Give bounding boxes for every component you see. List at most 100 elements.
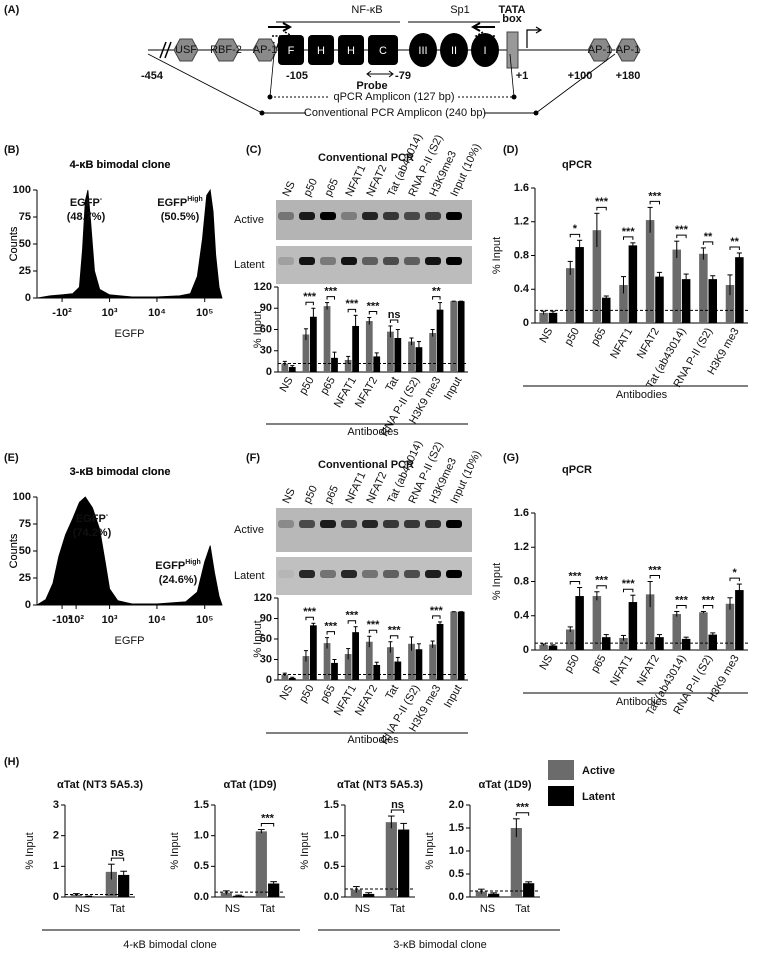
factor-label: RBF-2 [210,44,242,56]
sp1-site [409,33,437,67]
bar [592,230,602,323]
gel-band [446,520,462,528]
significance-bracket [389,635,399,639]
y-tick-label: 0.0 [324,891,339,903]
amplicon-guide [147,53,616,114]
gel-band [278,520,294,528]
bar [655,276,664,323]
kb-site-label: H [347,45,355,57]
group-label: 4-κB bimodal clone [123,939,217,951]
annotation: EGFPHigh [155,559,201,572]
significance-bracket [260,823,275,827]
gel-lane-label: p50 [301,484,320,506]
factor-label: USF [175,44,197,56]
significance-bracket [596,585,607,589]
bar [323,306,331,372]
gel-band [362,520,378,528]
bar [575,247,584,323]
y-tick-label: 0.5 [194,860,209,872]
gel-band [341,257,357,265]
tata-label: TATA [499,4,526,16]
gel-row-label: Latent [234,259,265,271]
y-tick-label: 100 [13,491,31,503]
significance-bracket [110,857,125,862]
significance-label: *** [516,802,530,814]
y-tick-label: 0 [25,292,31,304]
x-tick-label: Tat [110,903,125,915]
y-axis-label: % Input [252,311,264,348]
bar [373,664,381,680]
bar [510,828,522,897]
gel-band [446,570,462,578]
probe-arrow [366,70,394,78]
gel-lane-label: p50 [301,177,320,199]
bar [457,301,465,372]
x-tick-label: NS [480,903,495,915]
gel-title: Conventional PCR [318,152,414,164]
significance-bracket [676,604,687,609]
gel-band [320,520,336,528]
significance-label: *** [702,594,716,606]
annotation: EGFPHigh [157,196,203,209]
bar [331,357,338,372]
y-tick-label: 0.5 [324,860,339,872]
x-tick-label: 10² [68,614,84,626]
h-groups: 4-κB bimodal clone 3-κB bimodal clone [42,929,560,951]
bar [281,674,289,680]
y-axis-label: % Input [424,832,436,869]
y-axis-label: Counts [8,226,20,261]
annotation-text: EGFP [76,513,106,525]
y-tick-label: 1.5 [194,799,209,811]
histogram-area [35,496,223,606]
primer-arrow [268,22,293,32]
significance-label: *** [622,578,636,590]
y-tick-label: 0 [53,891,59,903]
histogram-area [36,188,223,299]
bar [365,641,373,680]
significance-label: *** [595,196,609,208]
bar [387,647,394,680]
significance-label: *** [595,575,609,587]
bar [415,347,423,372]
gel-band [278,257,294,265]
chart-title: 3-κB bimodal clone [70,466,171,478]
bar [645,220,655,323]
conventional-label: Conventional PCR Amplicon (240 bp) [304,107,486,119]
y-tick-label: 1.0 [324,830,339,842]
x-tick-label: NS [278,375,296,394]
chart-title: αTat (1D9) [223,779,276,791]
y-tick-label: 120 [254,281,272,293]
gel-lane-label: Input (10%) [448,449,483,506]
chart-title: qPCR [562,464,592,476]
significance-bracket [305,301,314,306]
position-label: -105 [286,70,308,82]
x-tick-label: p50 [562,653,582,675]
y-tick-label: 30 [260,345,272,357]
annotation-note: (50.5%) [161,211,200,223]
y-tick-label: 1.5 [324,799,339,811]
x-tick-label: Tat [383,375,401,394]
y-tick-label: 30 [260,653,272,665]
y-tick-label: 2 [53,830,59,842]
gel-band [320,212,336,220]
gel-band [299,570,315,578]
amplicon-end [511,94,517,100]
annotation-note: (74.2%) [73,527,112,539]
gel-band [299,212,315,220]
x-tick-label: Input [442,683,465,710]
bar [672,614,682,650]
gel-lane-label: NS [280,487,297,506]
y-tick-label: 25 [19,572,31,584]
bar [681,279,691,323]
annotation-text: EGFP [157,197,187,209]
annotation-superscript: High [187,196,203,203]
chart-title: αTat (1D9) [478,779,531,791]
gel-row-label: Active [234,214,264,226]
y-tick-label: 50 [19,238,31,250]
x-tick-label: Tat [390,903,405,915]
x-tick-label: 10³ [102,614,118,626]
legend-label: Active [582,765,615,777]
y-axis-label: Counts [8,533,20,568]
bar [429,644,436,680]
sp1-label: Sp1 [450,4,470,16]
